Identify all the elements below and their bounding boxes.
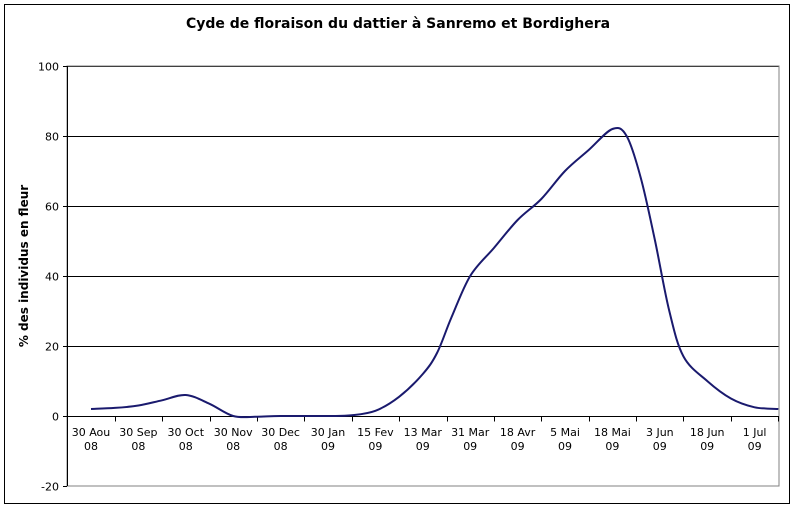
y-tick-label-1: 0 (52, 411, 59, 424)
chart-title: Cyde de floraison du dattier à Sanremo e… (185, 16, 611, 32)
chart-frame (4, 4, 790, 504)
x-tick-label-10-line1: 5 Mai (550, 426, 580, 439)
y-tick-label-0: -20 (41, 481, 59, 494)
x-tick-label-6-line1: 15 Fev (357, 426, 394, 439)
x-tick-label-10-line2: 09 (558, 440, 572, 453)
series-line-0 (90, 126, 779, 419)
x-tick-label-12-line2: 09 (653, 440, 667, 453)
x-tick-label-14-line1: 1 Jul (743, 426, 767, 439)
x-tick-label-11-line1: 18 Mai (594, 426, 631, 439)
x-tick-label-11: 18 Mai 09 (594, 426, 631, 453)
x-tick-label-0-line2: 08 (84, 440, 98, 453)
x-tick-label-7: 13 Mar 09 (404, 426, 443, 453)
x-tick-label-2-line2: 08 (179, 440, 193, 453)
x-tick-label-13-line2: 09 (700, 440, 714, 453)
x-tick-label-8: 31 Mar 09 (451, 426, 490, 453)
x-tick-label-2-line1: 30 Oct (168, 426, 205, 439)
x-tick-label-14-line2: 09 (748, 440, 762, 453)
y-tick-label-2: 20 (45, 341, 59, 354)
x-tick-label-7-line1: 13 Mar (404, 426, 443, 439)
x-tick-label-10: 5 Mai 09 (550, 426, 580, 453)
x-tick-label-8-line2: 09 (463, 440, 477, 453)
x-tick-label-13: 18 Jun 09 (690, 426, 725, 453)
gridlines (67, 66, 779, 347)
x-tick-label-13-line1: 18 Jun (690, 426, 725, 439)
x-tick-label-5: 30 Jan 09 (311, 426, 345, 453)
y-tick-label-3: 40 (45, 271, 59, 284)
x-tick-label-1-line2: 08 (131, 440, 145, 453)
x-tick-label-9: 18 Avr 09 (500, 426, 536, 453)
x-tick-label-3-line2: 08 (226, 440, 240, 453)
x-tick-label-0-line1: 30 Aou (72, 426, 111, 439)
x-tick-label-12-line1: 3 Jun (646, 426, 674, 439)
y-tick-label-4: 60 (45, 201, 59, 214)
x-tick-label-8-line1: 31 Mar (451, 426, 490, 439)
x-tick-label-3: 30 Nov 08 (214, 426, 253, 453)
series-lines (90, 126, 779, 419)
x-tick-label-5-line2: 09 (321, 440, 335, 453)
x-tick-label-1: 30 Sep 08 (119, 426, 157, 453)
x-tick-label-7-line2: 09 (416, 440, 430, 453)
y-tick-labels: -20 0 20 40 60 80 100 (38, 61, 59, 494)
x-tick-label-3-line1: 30 Nov (214, 426, 253, 439)
x-tick-label-6: 15 Fev 09 (357, 426, 394, 453)
x-tick-label-9-line1: 18 Avr (500, 426, 536, 439)
x-tick-label-11-line2: 09 (605, 440, 619, 453)
y-tick-label-6: 100 (38, 61, 59, 74)
axes (63, 65, 780, 487)
x-tick-label-6-line2: 09 (368, 440, 382, 453)
x-tick-label-5-line1: 30 Jan (311, 426, 345, 439)
x-tick-label-2: 30 Oct 08 (168, 426, 205, 453)
x-tick-label-4-line2: 08 (274, 440, 288, 453)
x-tick-label-1-line1: 30 Sep (119, 426, 157, 439)
y-tick-label-5: 80 (45, 131, 59, 144)
x-tick-label-4: 30 Dec 08 (261, 426, 300, 453)
x-tick-label-4-line1: 30 Dec (261, 426, 300, 439)
x-tick-label-12: 3 Jun 09 (646, 426, 674, 453)
x-tick-label-0: 30 Aou 08 (72, 426, 111, 453)
x-tick-label-14: 1 Jul 09 (743, 426, 767, 453)
x-tick-label-9-line2: 09 (511, 440, 525, 453)
